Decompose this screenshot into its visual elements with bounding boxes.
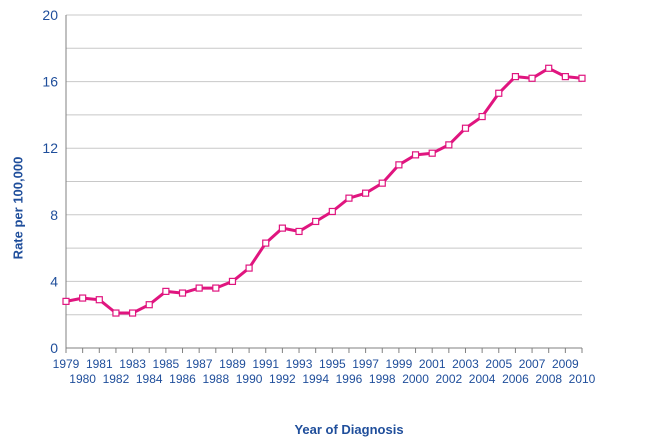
- data-point: [312, 217, 320, 226]
- x-tick-label: 2008: [535, 372, 562, 386]
- x-tick-label: 1990: [236, 372, 263, 386]
- x-tick-label: 2002: [435, 372, 462, 386]
- data-point: [178, 289, 187, 297]
- data-point: [62, 297, 70, 305]
- x-tick-label: 2009: [552, 357, 579, 371]
- x-tick-label: 1993: [286, 357, 313, 371]
- y-tick-label: 12: [42, 140, 58, 156]
- x-tick-label: 1981: [86, 357, 113, 371]
- axes: [65, 15, 583, 353]
- data-point: [295, 227, 303, 236]
- x-tick-label: 1999: [386, 357, 413, 371]
- data-point: [461, 124, 470, 132]
- x-tick-label: 1992: [269, 372, 296, 386]
- x-tick-label: 1983: [119, 357, 146, 371]
- x-tick-label: 1996: [336, 372, 363, 386]
- y-tick-label: 20: [42, 7, 58, 23]
- data-point: [511, 73, 520, 81]
- series-line: [65, 66, 583, 315]
- x-tick-label: 1988: [202, 372, 229, 386]
- data-point: [79, 294, 87, 302]
- x-tick-label: 2010: [569, 372, 596, 386]
- data-point: [195, 284, 203, 292]
- y-axis-title: Rate per 100,000: [10, 156, 26, 260]
- data-point: [328, 207, 336, 216]
- x-tick-label: 2004: [469, 372, 496, 386]
- x-tick-labels: 1979198019811982198319841985198619871988…: [53, 357, 596, 386]
- x-tick-label: 1991: [252, 357, 279, 371]
- x-tick-label: 1984: [136, 372, 163, 386]
- data-point: [95, 296, 103, 304]
- data-point: [445, 141, 453, 149]
- data-point: [245, 264, 253, 272]
- data-point: [228, 277, 237, 285]
- data-point: [528, 74, 536, 82]
- x-tick-label: 1994: [302, 372, 329, 386]
- data-point: [128, 309, 137, 317]
- x-tick-label: 1998: [369, 372, 396, 386]
- y-tick-label: 16: [42, 74, 58, 90]
- x-tick-label: 1995: [319, 357, 346, 371]
- data-point: [162, 287, 170, 295]
- x-tick-label: 1980: [69, 372, 96, 386]
- x-tick-label: 1985: [153, 357, 180, 371]
- x-tick-label: 1987: [186, 357, 213, 371]
- data-point: [262, 239, 270, 247]
- data-point: [495, 89, 503, 97]
- data-point: [478, 112, 486, 121]
- data-point: [378, 179, 386, 187]
- data-point: [545, 64, 553, 72]
- series: [62, 64, 586, 317]
- x-tick-label: 2000: [402, 372, 429, 386]
- gridlines: [66, 14, 582, 316]
- x-tick-label: 1982: [103, 372, 130, 386]
- data-point: [362, 189, 370, 197]
- data-point: [395, 161, 403, 169]
- y-tick-label: 4: [50, 273, 58, 289]
- y-tick-labels: 0 4 8 12 16 20: [42, 7, 58, 356]
- x-tick-label: 2001: [419, 357, 446, 371]
- y-tick-label: 0: [50, 340, 58, 356]
- data-point: [578, 74, 586, 82]
- x-tick-label: 2007: [519, 357, 546, 371]
- x-tick-label: 2003: [452, 357, 479, 371]
- x-tick-label: 1979: [53, 357, 80, 371]
- x-tick-label: 1989: [219, 357, 246, 371]
- data-point: [561, 73, 569, 81]
- x-tick-label: 2005: [485, 357, 512, 371]
- data-point: [212, 284, 220, 292]
- x-tick-label: 1997: [352, 357, 379, 371]
- x-axis-title: Year of Diagnosis: [294, 422, 404, 437]
- y-tick-label: 8: [50, 207, 58, 223]
- data-point: [428, 149, 436, 157]
- x-tick-label: 1986: [169, 372, 196, 386]
- data-point: [345, 194, 353, 202]
- data-point: [411, 151, 420, 159]
- data-point: [145, 301, 153, 309]
- x-tick-label: 2006: [502, 372, 529, 386]
- data-point: [278, 224, 286, 232]
- data-point: [112, 309, 120, 317]
